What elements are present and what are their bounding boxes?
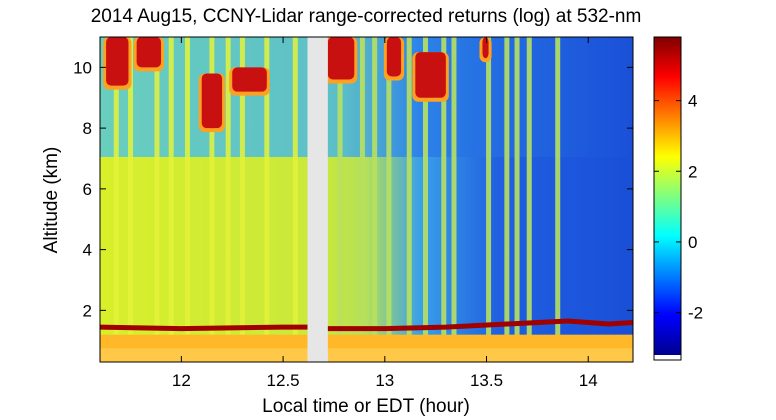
y-tick-label: 4 [83,241,92,260]
vertical-streak [113,37,119,362]
vertical-streak [128,37,134,362]
y-axis-label: Altitude (km) [41,147,62,254]
cloud-core [327,37,355,80]
vertical-streak [359,37,365,362]
vertical-streak [154,37,160,362]
boundary-layer [100,318,633,362]
x-axis-label: Local time or EDT (hour) [262,396,470,417]
upper-atmosphere [100,37,633,157]
cloud-core [415,52,446,98]
vertical-streak [486,37,492,362]
x-tick-label: 13 [375,371,394,390]
x-tick-label: 12.5 [267,371,300,390]
vertical-streak [386,37,392,362]
y-axis: 2 4 6 8 10 [73,58,633,320]
x-tick-label: 13.5 [470,371,503,390]
chart-title: 2014 Aug15, CCNY-Lidar range-corrected r… [91,6,642,27]
colorbar-tick-label: 4 [688,92,697,111]
vertical-streak [406,37,412,362]
colorbar-tick-label: -2 [688,304,703,323]
plot-area [100,37,633,362]
colorbar-frame [653,36,682,361]
vertical-streak [239,37,245,362]
y-tick-label: 2 [83,301,92,320]
cloud-regions [103,37,492,133]
colorbar-tick-label: 0 [688,233,697,252]
colorbar: -2 0 2 4 [653,36,703,361]
colorbar-ticks: -2 0 2 4 [654,92,703,323]
cloud-core [106,37,129,86]
cloud-core [386,37,402,77]
y-tick-label: 10 [73,58,92,77]
vertical-streak [168,37,174,362]
vertical-streak [372,37,378,362]
vertical-streak [451,37,457,362]
x-axis: 12 12.5 13 13.5 14 [172,37,598,390]
vertical-streak [422,37,428,362]
y-tick-label: 6 [83,180,92,199]
vertical-streak [514,37,520,362]
cloud-core [136,37,162,68]
data-gap [307,37,328,362]
vertical-streak [526,37,532,362]
plot-frame [99,36,634,363]
boundary-layer-top [100,318,633,332]
colorbar-gradient [654,37,681,355]
cloud-core [232,67,267,92]
x-tick-label: 14 [579,371,598,390]
vertical-streak [337,37,343,362]
vertical-streak [209,37,215,362]
x-tick-label: 12 [172,371,191,390]
vertical-streak [225,37,231,362]
surface-layer-lower [100,348,633,362]
cloud-core [201,73,223,129]
vertical-streak [441,37,447,362]
vertical-streak [504,37,510,362]
vertical-streak [292,37,298,362]
y-tick-label: 8 [83,119,92,138]
vertical-streak [184,37,190,362]
cloud-core [482,37,489,59]
vertical-streak [555,37,561,362]
vertical-streak [264,37,270,362]
colorbar-tick-label: 2 [688,162,697,181]
vertical-streaks [113,37,561,362]
